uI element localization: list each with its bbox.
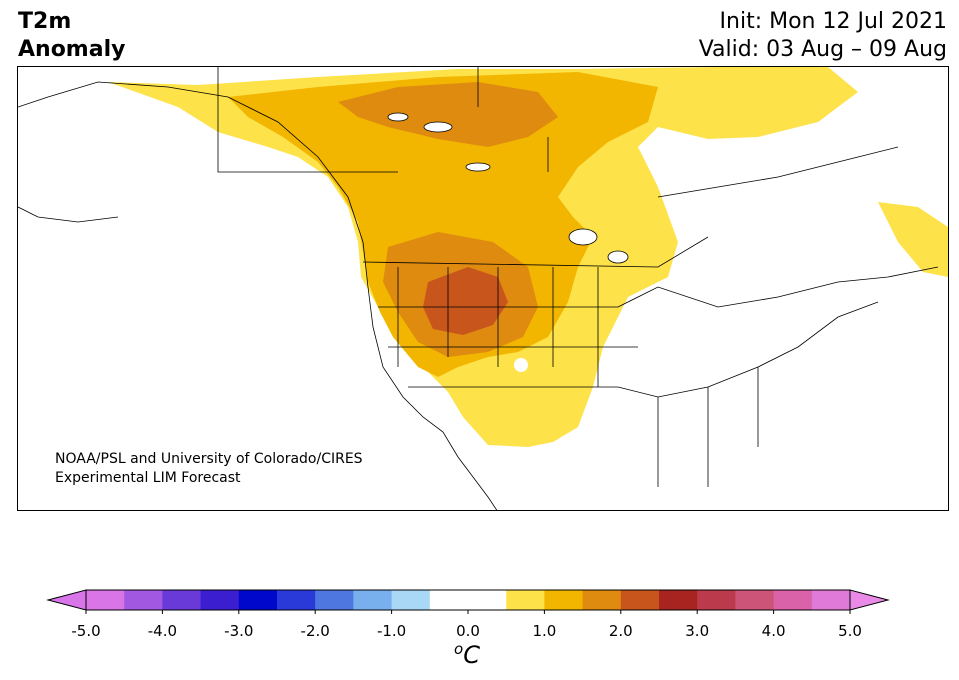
colorbar-cell: [506, 590, 545, 610]
colorbar-cell: [697, 590, 736, 610]
colorbar-over-triangle: [849, 589, 890, 611]
colorbar-cell: [391, 590, 431, 610]
map-lakes: [387, 112, 629, 264]
anomaly-map: NOAA/PSL and University of Colorado/CIRE…: [17, 66, 949, 511]
colorbar-cell: [468, 590, 507, 610]
colorbar-tick-label: 0.0: [456, 622, 480, 640]
colorbar-cell: [162, 590, 202, 610]
anomaly-gap: [514, 358, 528, 372]
colorbar-cell: [735, 590, 775, 610]
credit-line-2: Experimental LIM Forecast: [55, 470, 241, 486]
colorbar-cell: [429, 590, 469, 610]
anomaly-region-core: [423, 267, 508, 335]
colorbar-cell: [124, 590, 163, 610]
colorbar: [46, 589, 890, 614]
colorbar-tick-label: 3.0: [685, 622, 710, 640]
colorbar-cell: [620, 590, 660, 610]
anomaly-region-medium: [228, 72, 658, 377]
colorbar-tick-label: -5.0: [71, 622, 101, 640]
colorbar-tick-label: 5.0: [838, 622, 862, 640]
colorbar-tick-label: 4.0: [761, 622, 786, 640]
colorbar-tick-label: -4.0: [147, 622, 178, 640]
colorbar-cell: [315, 590, 354, 610]
colorbar-cell: [353, 590, 393, 610]
colorbar-ticks: [85, 610, 851, 614]
colorbar-cell: [277, 590, 316, 610]
colorbar-cells: [85, 589, 851, 611]
units-degree: o: [454, 640, 464, 658]
colorbar-cell: [773, 590, 813, 610]
colorbar-units: oC: [454, 640, 480, 669]
colorbar-tick-label: 2.0: [608, 622, 633, 640]
init-date: Init: Mon 12 Jul 2021: [719, 9, 947, 34]
colorbar-tick-label: -2.0: [300, 622, 330, 640]
colorbar-cell: [811, 590, 851, 610]
title-line-1: T2m: [18, 9, 72, 34]
colorbar-cell: [582, 590, 622, 610]
colorbar-under-triangle: [46, 589, 87, 611]
map-boundaries: [18, 67, 939, 510]
colorbar-tick-label: -1.0: [376, 622, 407, 640]
credit-line-1: NOAA/PSL and University of Colorado/CIRE…: [55, 451, 363, 467]
colorbar-cell: [238, 590, 278, 610]
colorbar-tick-label: 1.0: [532, 622, 557, 640]
anomaly-region-warm: [338, 82, 558, 147]
credit-text: NOAA/PSL and University of Colorado/CIRE…: [55, 450, 363, 488]
title-line-2: Anomaly: [18, 37, 126, 62]
anomaly-region-east: [878, 202, 948, 277]
colorbar-cell: [659, 590, 698, 610]
colorbar-cell: [200, 590, 240, 610]
map-canvas: [18, 67, 948, 510]
map-title: T2m Anomaly: [18, 8, 125, 64]
units-base: C: [463, 641, 480, 669]
colorbar-cell: [544, 590, 584, 610]
colorbar-cell: [86, 590, 125, 610]
colorbar-tick-label: -3.0: [224, 622, 254, 640]
valid-date: Valid: 03 Aug – 09 Aug: [698, 37, 947, 62]
forecast-dates: Init: Mon 12 Jul 2021 Valid: 03 Aug – 09…: [699, 8, 947, 64]
